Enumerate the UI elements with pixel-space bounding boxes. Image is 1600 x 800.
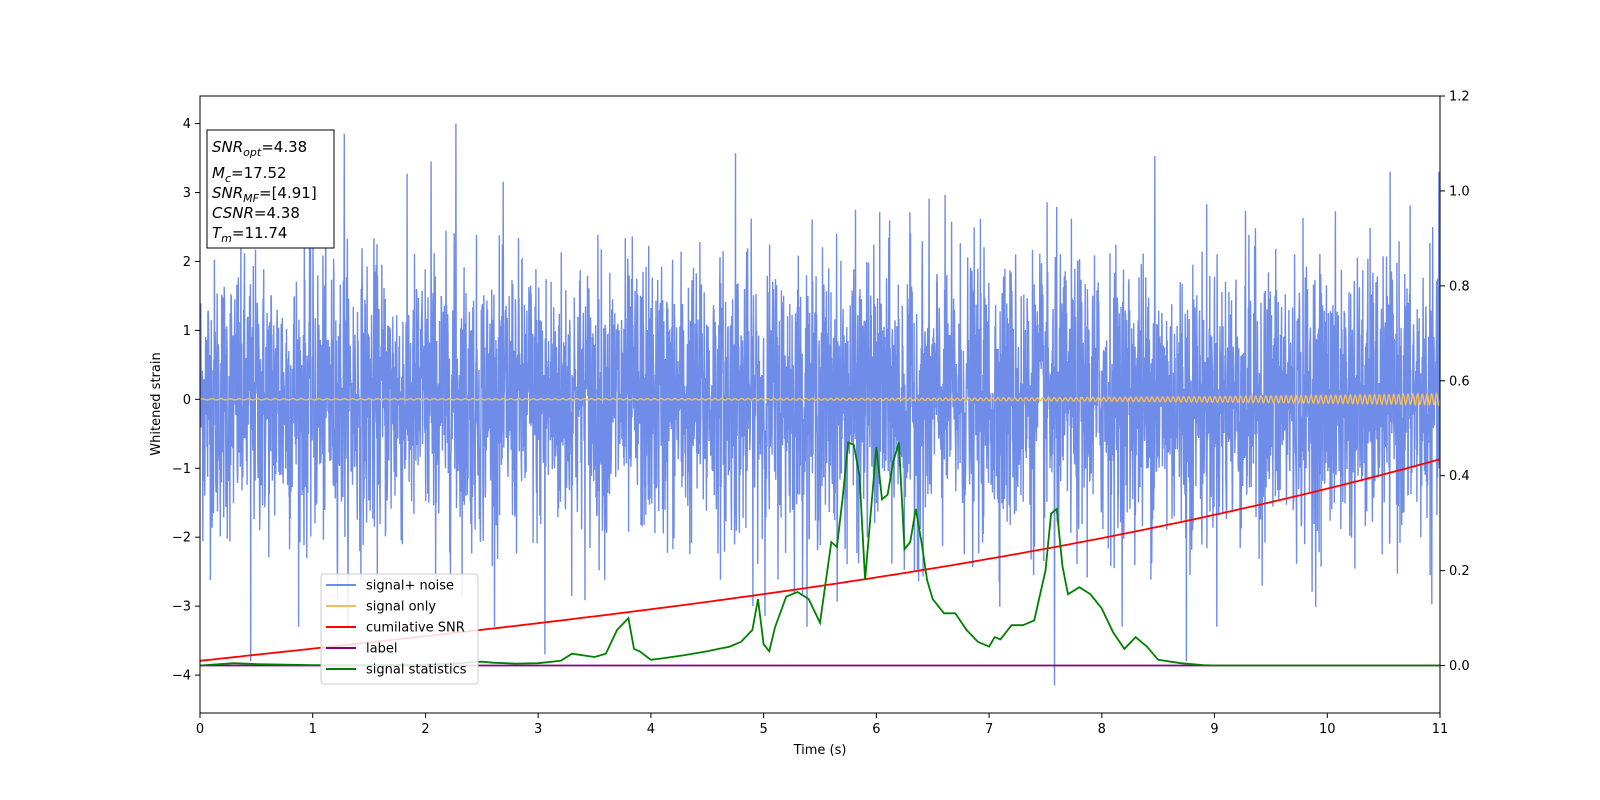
y-tick-label: −3: [172, 600, 191, 615]
y-tick-label: −4: [172, 669, 191, 684]
annotation-box: SNRopt=4.38 Mc=17.52SNRMF=[4.91]CSNR=4.38…: [206, 129, 335, 249]
y2-tick-label: 0.0: [1449, 659, 1470, 674]
y2-tick-label: 0.4: [1449, 469, 1470, 484]
x-tick-label: 10: [1319, 722, 1336, 737]
annotation-line: SNRopt=4.38: [212, 138, 307, 159]
y-tick-label: 4: [183, 117, 191, 132]
y2-tick-label: 1.0: [1449, 184, 1470, 199]
legend-label: signal+ noise: [366, 579, 454, 594]
y-tick-label: 0: [183, 393, 191, 408]
y2-tick-label: 0.2: [1449, 564, 1470, 579]
x-tick-label: 7: [985, 722, 993, 737]
legend-label: signal statistics: [366, 663, 467, 678]
y2-tick-label: 0.8: [1449, 279, 1470, 294]
x-tick-label: 1: [309, 722, 317, 737]
x-tick-label: 9: [1210, 722, 1218, 737]
y-tick-label: −1: [172, 462, 191, 477]
x-axis-label: Time (s): [793, 743, 847, 758]
series-signal-statistics-line: [200, 441, 1440, 667]
legend-label: label: [366, 642, 397, 657]
x-tick-label: 11: [1432, 722, 1449, 737]
x-tick-label: 4: [647, 722, 655, 737]
legend-label: signal only: [366, 600, 436, 615]
legend: signal+ noise signal only cumilative SNR la…: [320, 573, 479, 685]
y2-tick-label: 1.2: [1449, 90, 1470, 105]
x-tick-label: 0: [196, 722, 204, 737]
annotation-line: CSNR=4.38: [212, 204, 300, 222]
y-tick-label: 1: [183, 324, 191, 339]
y-axis-label: Whitened strain: [149, 352, 164, 455]
x-axis: 0 1 2 3 4 5 6 7 8 9 10 11: [196, 713, 1448, 737]
x-tick-label: 6: [872, 722, 880, 737]
x-tick-label: 8: [1098, 722, 1106, 737]
y2-tick-label: 0.6: [1449, 374, 1470, 389]
annotation-line: Tm=11.74: [212, 224, 287, 245]
x-tick-label: 5: [759, 722, 767, 737]
y-axis-left: 4 3 2 1 0 −1 −2 −3 −4: [172, 117, 200, 684]
y-tick-label: 2: [183, 255, 191, 270]
x-tick-label: 3: [534, 722, 542, 737]
annotation-frame: [206, 129, 335, 249]
series-signal-only-line: [200, 391, 1440, 408]
legend-label: cumilative SNR: [366, 621, 465, 636]
y-axis-right: 0.0 0.2 0.4 0.6 0.8 1.0 1.2: [1440, 90, 1470, 674]
x-tick-label: 2: [421, 722, 429, 737]
annotation-line: Mc=17.52: [212, 164, 287, 185]
annotation-line: SNRMF=[4.91]: [212, 184, 317, 205]
legend-frame: [320, 573, 479, 685]
y-tick-label: 3: [183, 186, 191, 201]
plot-frame: [199, 95, 1441, 714]
y-tick-label: −2: [172, 531, 191, 546]
